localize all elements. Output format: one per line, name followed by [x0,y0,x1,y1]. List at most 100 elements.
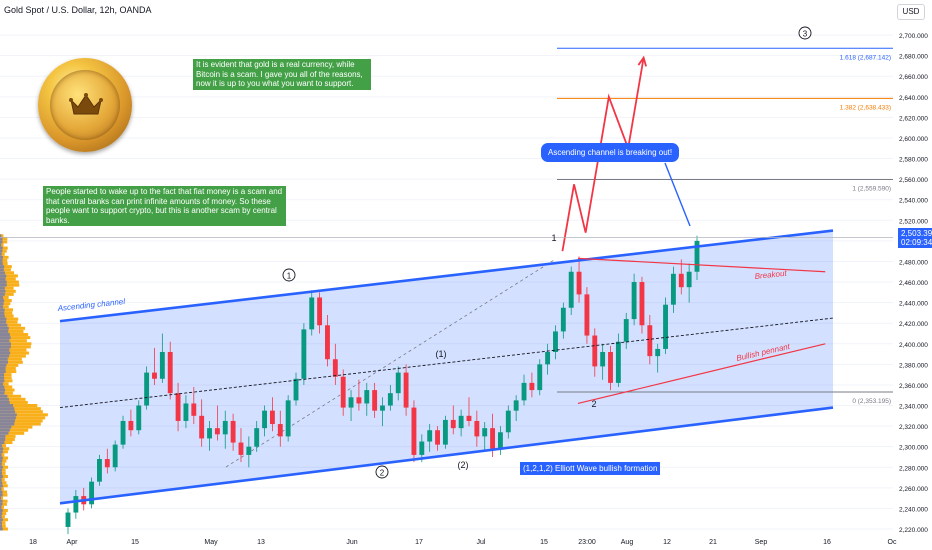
price-axis-bg [893,0,932,550]
volume-bar-blue [0,400,10,404]
projection-path[interactable] [561,57,645,252]
volume-bar-blue [0,527,3,531]
volume-bar-blue [0,502,3,506]
volume-bar [0,363,19,367]
volume-bar [0,521,6,525]
candle-body [309,297,315,330]
volume-bar [0,317,19,321]
volume-bar [0,360,23,364]
candle-body [568,271,574,308]
price-tick-label: 2,680.000 [899,54,928,61]
channel-upper-line[interactable] [59,229,834,323]
note-gold-vs-bitcoin[interactable]: It is evident that gold is a real curren… [193,59,371,90]
volume-bar-blue [0,295,4,299]
breakout-line[interactable] [577,257,826,273]
volume-bar-blue [0,385,5,389]
candle-body [670,273,676,305]
volume-bar [0,379,13,383]
volume-bar [0,456,9,460]
candle-body [325,325,330,360]
volume-bar [0,305,9,309]
price-tick-label: 2,700.000 [899,33,928,40]
candle-body [419,441,425,455]
volume-bar [0,237,8,241]
volume-bar [0,441,13,445]
volume-bar [0,329,24,333]
candle-body [663,304,668,349]
volume-bar-blue [0,413,17,417]
note-fiat-money[interactable]: People started to wake up to the fact th… [43,186,286,226]
volume-bar-blue [0,262,3,266]
volume-bar-blue [0,487,2,491]
candle-body [513,400,519,411]
currency-button[interactable]: USD [897,4,925,20]
volume-bar-blue [0,339,10,343]
volume-bar [0,453,5,457]
volume-bar [0,459,7,463]
volume-bar [0,348,27,352]
volume-bar [0,391,13,395]
volume-bar [0,262,8,266]
volume-bar-blue [0,450,3,454]
arrowhead-stroke [637,55,647,67]
volume-bar [0,258,8,262]
current-price-tag[interactable]: 2,503.395 02:09:34 [898,228,932,248]
candle-body [207,428,212,439]
volume-bar [0,271,15,275]
price-countdown: 02:09:34 [901,238,932,247]
wave-2-paren-label: (2) [458,460,469,470]
candle-body [694,240,700,272]
time-tick-label: 12 [663,539,671,546]
channel-lower-line[interactable] [59,406,834,505]
volume-bar [0,431,25,435]
volume-bar-blue [0,363,7,367]
volume-bar [0,342,32,346]
price-tick-label: 2,560.000 [899,177,928,184]
price-tick-label: 2,600.000 [899,136,928,143]
candlesticks [65,235,700,535]
volume-bar-blue [0,505,2,509]
candle-body [450,419,456,429]
candle-body [183,403,189,421]
volume-bar [0,434,16,438]
volume-bar-blue [0,286,5,290]
volume-bar-blue [0,243,2,247]
volume-bar-blue [0,404,14,408]
volume-bar-blue [0,274,7,278]
volume-bar-blue [0,478,2,482]
volume-bar-blue [0,475,3,479]
wave-2-circle-marker: 2 [375,465,389,479]
volume-bar [0,508,8,512]
volume-bar [0,490,8,494]
formation-label[interactable]: (1,2,1,2) Elliott Wave bullish formation [520,462,661,475]
volume-bar [0,471,6,475]
volume-bar [0,419,43,423]
volume-bar-blue [0,518,3,522]
volume-bar-blue [0,360,8,364]
pennant-line[interactable] [577,343,826,405]
volume-bar-blue [0,508,3,512]
candle-body [678,273,684,288]
chart-title: Gold Spot / U.S. Dollar, 12h, OANDA [4,5,152,15]
time-axis[interactable]: 18 Apr 15 May 13 Jun 17 Jul 15 23:00 Aug 12 21 Sep 16 O… [29,539,897,546]
candle-body [191,403,197,416]
projection-arrowhead [637,55,647,67]
candle-body [340,376,346,408]
volume-profile [0,234,48,531]
candle-body [136,405,142,431]
time-tick-label: Jul [477,539,486,546]
callout-breaking-out[interactable]: Ascending channel is breaking out! [541,143,680,162]
volume-bar-blue [0,388,6,392]
volume-bar [0,388,15,392]
volume-bar-blue [0,342,11,346]
volume-bar-blue [0,496,2,500]
volume-bar [0,400,28,404]
price-axis[interactable]: 2,220.000 2,240.000 2,260.000 2,280.000 2,30… [893,0,932,550]
volume-bar [0,308,14,312]
volume-bar [0,246,8,250]
price-tick-label: 2,480.000 [899,259,928,266]
fib-level-label: 1.618 (2,687.142) [840,54,891,61]
gold-coin-face [50,70,120,140]
volume-bar [0,299,12,303]
